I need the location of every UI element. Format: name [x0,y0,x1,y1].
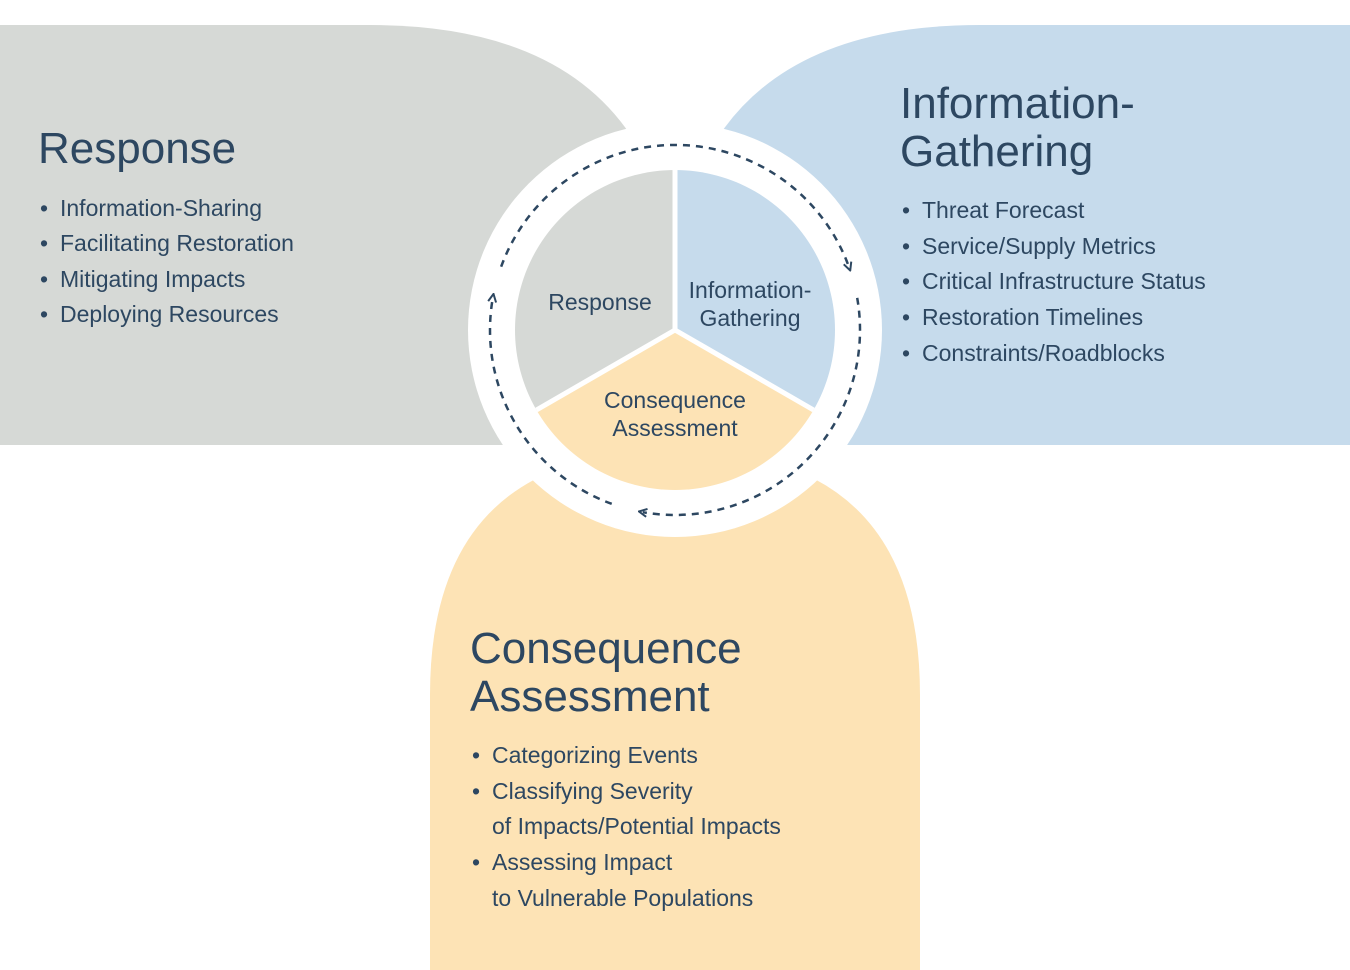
response-title: Response [38,125,482,173]
consequence-bullets: Categorizing EventsClassifying Severityo… [470,738,882,916]
infogather-bullet: Constraints/Roadblocks [900,336,1312,372]
consequence-bullet: Assessing Impactto Vulnerable Population… [470,845,882,916]
infogather-title: Information- Gathering [900,80,1312,175]
infogather-bullets: Threat Forecast Service/Supply Metrics C… [900,193,1312,371]
consequence-bullet: Classifying Severityof Impacts/Potential… [470,774,882,845]
infogather-bullet: Service/Supply Metrics [900,229,1312,265]
response-bullet: Mitigating Impacts [38,262,482,298]
response-bullets: Information-Sharing Facilitating Restora… [38,191,482,334]
response-bullet: Facilitating Restoration [38,226,482,262]
response-bullet: Deploying Resources [38,297,482,333]
pie-label-infogather-l1: Information- [689,277,812,303]
pie-label-consequence-l1: Consequence [604,387,746,413]
infogather-bullet: Critical Infrastructure Status [900,264,1312,300]
center-cycle-diagram: Response Information- Gathering Conseque… [455,110,895,550]
pie-label-infogather-l2: Gathering [699,305,800,331]
panel-response: Response Information-Sharing Facilitatin… [0,25,520,445]
pie-label-consequence-l2: Assessment [612,415,738,441]
pie-label-response: Response [548,289,652,315]
consequence-title: Consequence Assessment [470,625,882,720]
infogather-bullet: Restoration Timelines [900,300,1312,336]
consequence-bullet: Categorizing Events [470,738,882,774]
response-bullet: Information-Sharing [38,191,482,227]
infogather-bullet: Threat Forecast [900,193,1312,229]
